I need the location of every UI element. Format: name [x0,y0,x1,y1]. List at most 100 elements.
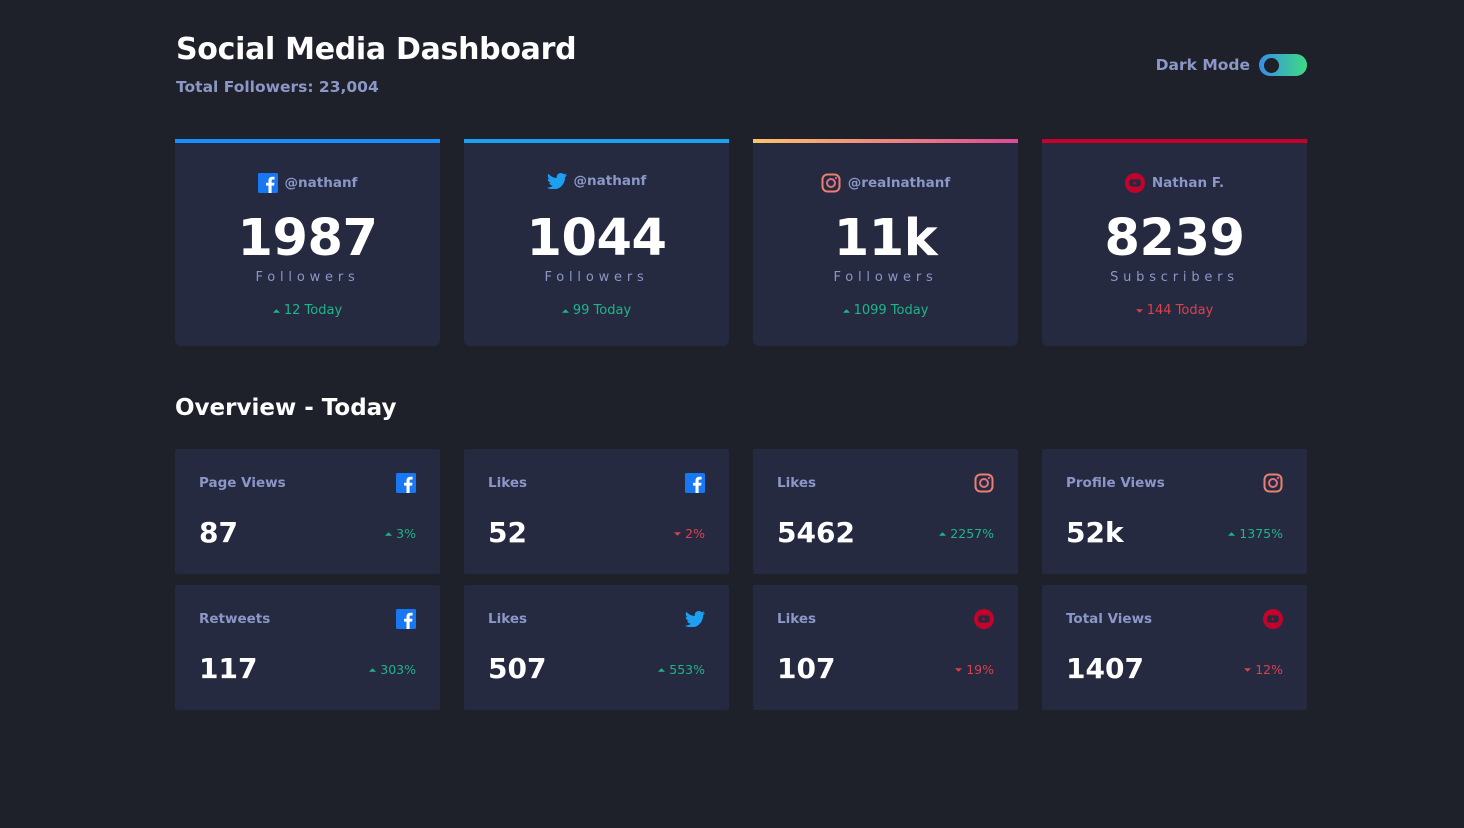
arrow-up-icon [1228,531,1236,536]
twitter-icon [546,173,567,190]
follower-unit: Followers [255,270,360,285]
card-accent-bar [753,139,1018,143]
overview-card[interactable]: Likes 107 19% [753,585,1018,710]
follower-unit: Followers [833,270,938,285]
header: Social Media Dashboard Total Followers: … [175,0,1307,139]
metric-change: 3% [385,526,416,541]
youtube-icon [974,609,994,629]
overview-grid: Page Views 87 3% Likes 52 2% Likes 5462 … [175,449,1307,710]
metric-value: 117 [199,652,258,685]
follower-card-instagram[interactable]: @realnathanf 11k Followers 1099 Today [753,139,1018,346]
overview-card[interactable]: Likes 5462 2257% [753,449,1018,574]
arrow-down-icon [674,531,682,536]
today-change-text: 12 Today [283,303,343,318]
metric-change-text: 2257% [950,526,994,541]
metric-change-text: 19% [966,662,994,677]
account-handle: @nathanf [175,173,440,193]
arrow-up-icon [561,308,569,313]
facebook-icon [396,473,416,493]
metric-change-text: 3% [396,526,416,541]
twitter-icon [685,609,705,629]
metric-change: 303% [369,662,416,677]
arrow-down-icon [955,667,963,672]
metric-change: 19% [955,662,994,677]
account-handle: Nathan F. [1042,173,1307,193]
metric-label: Page Views [199,475,286,491]
arrow-up-icon [939,531,947,536]
arrow-up-icon [385,531,393,536]
metric-change-text: 2% [685,526,705,541]
total-followers: Total Followers: 23,004 [176,78,379,96]
overview-title: Overview - Today [175,395,397,421]
metric-label: Profile Views [1066,475,1165,491]
handle-text: @nathanf [573,173,647,190]
today-change-text: 1099 Today [853,303,929,318]
follower-card-youtube[interactable]: Nathan F. 8239 Subscribers 144 Today [1042,139,1307,346]
account-handle: @nathanf [464,173,729,190]
instagram-icon [821,173,841,193]
metric-value: 5462 [777,516,855,549]
metric-change: 2% [674,526,705,541]
today-change: 99 Today [464,303,729,318]
metric-label: Retweets [199,611,271,627]
dark-mode-toggle[interactable] [1259,54,1307,76]
today-change: 12 Today [175,303,440,318]
card-accent-bar [464,139,729,143]
overview-card[interactable]: Profile Views 52k 1375% [1042,449,1307,574]
metric-change: 12% [1244,662,1283,677]
metric-change: 553% [658,662,705,677]
metric-value: 52k [1066,516,1124,549]
toggle-knob [1264,58,1279,73]
metric-value: 507 [488,652,547,685]
arrow-up-icon [369,667,377,672]
metric-change: 2257% [939,526,994,541]
youtube-icon [1263,609,1283,629]
follower-cards: @nathanf 1987 Followers 12 Today @nathan… [175,139,1307,346]
overview-card[interactable]: Retweets 117 303% [175,585,440,710]
metric-change-text: 303% [380,662,416,677]
follower-card-twitter[interactable]: @nathanf 1044 Followers 99 Today [464,139,729,346]
follower-unit: Subscribers [1110,270,1239,285]
metric-label: Likes [777,611,817,627]
metric-value: 1407 [1066,652,1144,685]
facebook-icon [396,609,416,629]
dark-mode-control: Dark Mode [1156,54,1307,76]
arrow-up-icon [272,308,280,313]
handle-text: @realnathanf [847,175,951,191]
overview-card[interactable]: Likes 52 2% [464,449,729,574]
metric-label: Likes [488,611,528,627]
metric-change-text: 1375% [1239,526,1283,541]
youtube-icon [1124,173,1145,193]
follower-count: 8239 [1104,209,1245,268]
follower-unit: Followers [544,270,649,285]
instagram-icon [974,473,994,493]
metric-change-text: 553% [669,662,705,677]
metric-value: 87 [199,516,238,549]
overview-card[interactable]: Likes 507 553% [464,585,729,710]
follower-card-facebook[interactable]: @nathanf 1987 Followers 12 Today [175,139,440,346]
today-change-text: 144 Today [1146,303,1214,318]
dark-mode-label: Dark Mode [1155,56,1250,74]
metric-value: 52 [488,516,527,549]
overview-card[interactable]: Page Views 87 3% [175,449,440,574]
page-title: Social Media Dashboard [176,32,577,67]
metric-label: Likes [777,475,817,491]
facebook-icon [257,173,278,193]
account-handle: @realnathanf [753,173,1018,193]
handle-text: @nathanf [284,175,358,191]
metric-change: 1375% [1228,526,1283,541]
arrow-up-icon [842,308,850,313]
dashboard: Social Media Dashboard Total Followers: … [175,0,1307,710]
overview-card[interactable]: Total Views 1407 12% [1042,585,1307,710]
follower-count: 1044 [526,209,667,268]
metric-change-text: 12% [1255,662,1283,677]
handle-text: Nathan F. [1151,175,1225,191]
arrow-up-icon [658,667,666,672]
follower-count: 11k [833,209,938,268]
metric-label: Total Views [1066,611,1153,627]
metric-value: 107 [777,652,836,685]
facebook-icon [685,473,705,493]
metric-label: Likes [488,475,528,491]
today-change: 1099 Today [753,303,1018,318]
arrow-down-icon [1135,308,1143,313]
